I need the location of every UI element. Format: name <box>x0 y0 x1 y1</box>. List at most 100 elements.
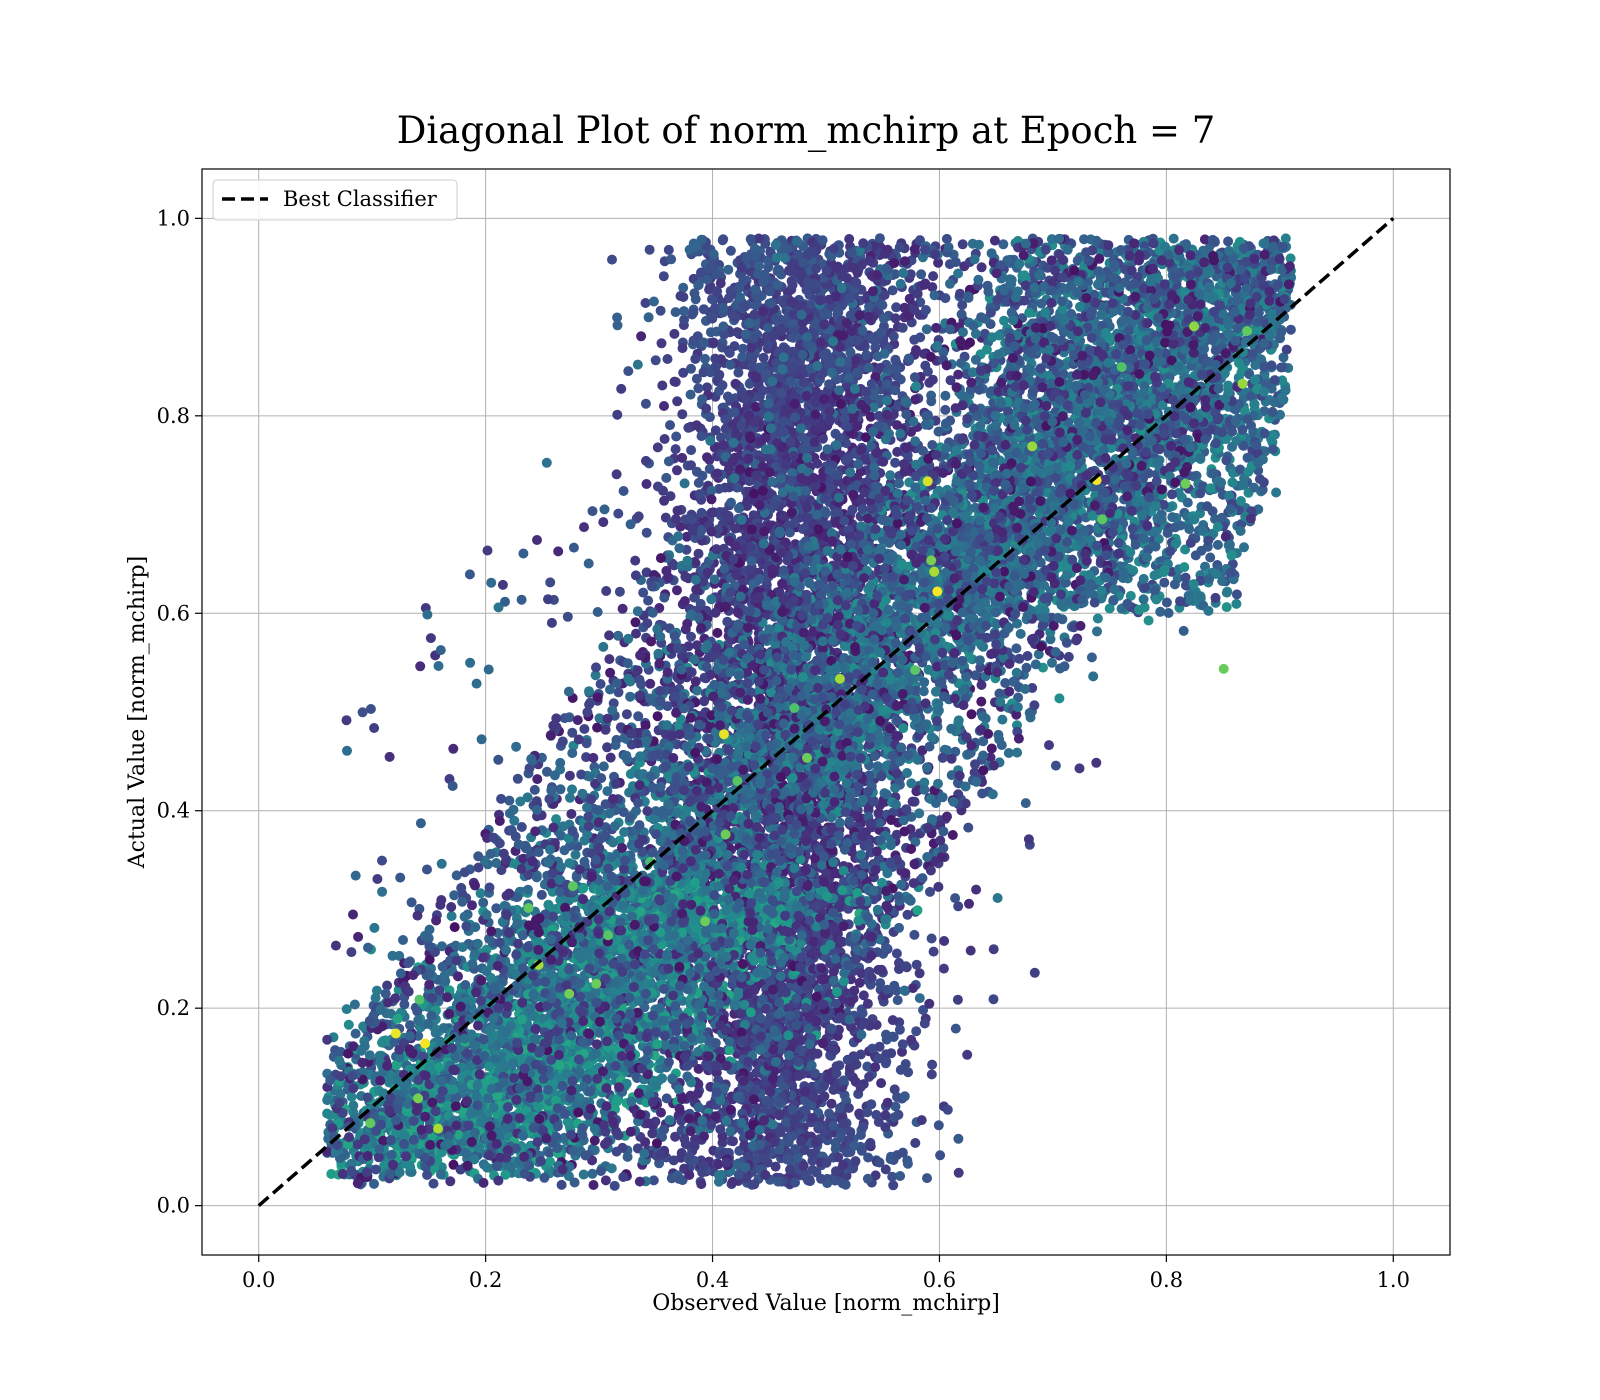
scatter-point <box>790 1177 800 1188</box>
scatter-point <box>724 482 735 493</box>
scatter-point <box>672 396 683 407</box>
scatter-point <box>817 235 828 246</box>
scatter-point <box>821 1157 832 1168</box>
scatter-point <box>733 367 744 378</box>
scatter-point <box>862 998 873 1009</box>
scatter-point <box>763 340 774 350</box>
scatter-point <box>787 346 798 357</box>
scatter-point <box>686 445 697 456</box>
scatter-point <box>880 1164 891 1175</box>
scatter-point <box>727 309 738 320</box>
scatter-point <box>902 1158 913 1169</box>
scatter-point <box>876 964 887 975</box>
scatter-point <box>807 237 818 248</box>
scatter-point <box>758 277 769 288</box>
scatter-point <box>957 239 968 250</box>
scatter-point <box>706 507 717 518</box>
scatter-point <box>650 355 661 366</box>
scatter-point <box>659 495 670 506</box>
scatter-point <box>914 968 925 979</box>
scatter-point <box>671 431 682 442</box>
scatter-point <box>678 306 689 317</box>
scatter-point <box>899 1091 910 1102</box>
scatter-point <box>740 301 751 312</box>
scatter-point <box>857 1008 868 1019</box>
scatter-point <box>774 1110 785 1121</box>
scatter-point <box>962 1049 973 1060</box>
scatter-points <box>322 233 1296 1191</box>
scatter-point <box>835 1103 845 1114</box>
scatter-point <box>681 531 692 542</box>
scatter-point <box>718 302 729 313</box>
scatter-point <box>888 1180 899 1191</box>
scatter-point <box>830 1143 841 1154</box>
scatter-point <box>769 1136 780 1147</box>
scatter-point <box>691 420 702 431</box>
scatter-point <box>876 1078 887 1089</box>
scatter-point <box>926 1069 937 1080</box>
scatter-point <box>607 254 617 265</box>
scatter-point <box>924 998 935 1009</box>
scatter-point <box>722 391 733 402</box>
scatter-point <box>697 394 708 405</box>
scatter-point <box>713 370 724 381</box>
scatter-point <box>724 535 735 546</box>
scatter-point <box>874 233 885 244</box>
scatter-point <box>864 301 875 312</box>
scatter-point <box>865 1137 876 1148</box>
scatter-point <box>669 328 680 339</box>
scatter-point <box>927 1059 938 1070</box>
scatter-point <box>766 298 777 308</box>
scatter-point <box>725 245 736 256</box>
scatter-point <box>665 420 675 431</box>
scatter-point <box>952 994 963 1005</box>
scatter-point <box>831 1166 841 1177</box>
scatter-point <box>641 527 652 538</box>
scatter-point <box>922 1173 932 1184</box>
scatter-point <box>856 1145 867 1156</box>
scatter-point <box>886 1048 897 1059</box>
scatter-point <box>807 1113 818 1123</box>
scatter-point <box>677 452 688 463</box>
scatter-point <box>640 398 651 409</box>
scatter-point <box>919 1018 930 1029</box>
scatter-point <box>795 269 806 280</box>
scatter-point <box>713 1159 724 1170</box>
scatter-point <box>891 948 902 959</box>
scatter-point <box>953 1167 964 1178</box>
scatter-point <box>933 881 944 892</box>
scatter-point <box>916 1115 927 1126</box>
scatter-point <box>633 511 644 522</box>
scatter-point <box>963 822 974 833</box>
scatter-point <box>746 361 757 372</box>
scatter-point <box>564 770 575 781</box>
scatter-point <box>685 389 696 400</box>
scatter-point <box>800 1104 811 1115</box>
scatter-point <box>794 301 805 312</box>
scatter-point <box>829 243 840 254</box>
scatter-point <box>734 282 745 293</box>
scatter-point <box>623 366 634 377</box>
scatter-point <box>770 313 781 324</box>
scatter-point <box>925 886 935 897</box>
scatter-point <box>964 898 974 909</box>
scatter-point <box>595 679 606 689</box>
scatter-point <box>609 1180 620 1191</box>
scatter-point <box>890 313 901 324</box>
scatter-point <box>870 1062 881 1073</box>
scatter-point <box>672 505 683 516</box>
scatter-point <box>690 294 701 305</box>
scatter-point <box>710 425 721 436</box>
scatter-point <box>858 1121 869 1132</box>
scatter-point <box>663 456 674 467</box>
scatter-point <box>641 479 652 489</box>
scatter-point <box>812 1048 823 1059</box>
scatter-point <box>874 1041 885 1052</box>
scatter-point <box>781 1068 792 1079</box>
scatter-point <box>793 1071 804 1081</box>
scatter-point <box>928 946 939 957</box>
scatter-point <box>702 452 712 463</box>
scatter-point <box>705 327 716 338</box>
scatter-point <box>672 465 682 476</box>
scatter-point <box>855 1130 866 1140</box>
